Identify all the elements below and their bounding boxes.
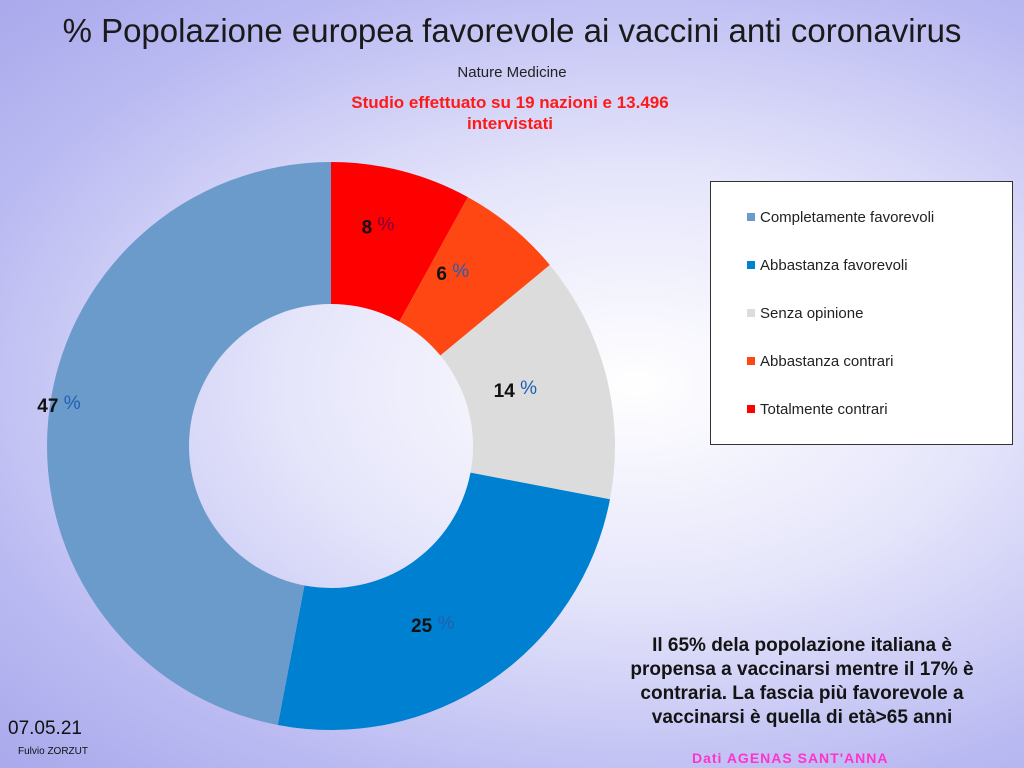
legend-item: Completamente favorevoli bbox=[747, 207, 934, 227]
legend-item: Abbastanza favorevoli bbox=[747, 255, 908, 275]
donut-slices bbox=[46, 161, 615, 731]
legend-label: Totalmente contrari bbox=[760, 400, 888, 418]
donut-data-label: 47 % bbox=[37, 393, 80, 417]
donut-data-label: 6 % bbox=[436, 261, 469, 285]
study-info-line: intervistati bbox=[467, 114, 553, 133]
legend-swatch bbox=[747, 213, 755, 221]
legend-swatch bbox=[747, 309, 755, 317]
study-info: Studio effettuato su 19 nazioni e 13.496… bbox=[260, 92, 760, 134]
legend-label: Senza opinione bbox=[760, 304, 864, 322]
legend-swatch bbox=[747, 261, 755, 269]
donut-slice bbox=[277, 472, 610, 731]
legend-swatch bbox=[747, 357, 755, 365]
legend-swatch bbox=[747, 405, 755, 413]
chart-title: % Popolazione europea favorevole ai vacc… bbox=[62, 12, 962, 49]
italy-note-line: vaccinarsi è quella di età>65 anni bbox=[651, 707, 953, 728]
italy-note: Il 65% dela popolazione italiana è prope… bbox=[582, 634, 1022, 730]
donut-slice bbox=[331, 162, 468, 322]
legend-label: Abbastanza contrari bbox=[760, 352, 894, 370]
donut-data-labels: 8 % 6 % 14 % 25 % 47 % bbox=[37, 215, 537, 637]
donut-slice bbox=[399, 197, 550, 356]
italy-note-line: contraria. La fascia più favorevole a bbox=[640, 683, 964, 704]
legend-item: Senza opinione bbox=[747, 303, 863, 323]
donut-data-label: 8 % bbox=[362, 215, 395, 239]
date-stamp: 07.05.21 bbox=[8, 718, 82, 739]
italy-note-line: Il 65% dela popolazione italiana è bbox=[652, 635, 952, 656]
italy-note-line: propensa a vaccinarsi mentre il 17% è bbox=[630, 659, 974, 680]
legend-item: Totalmente contrari bbox=[747, 399, 888, 419]
donut-data-label: 25 % bbox=[411, 613, 454, 637]
chart-subtitle: Nature Medicine bbox=[457, 64, 567, 81]
study-info-line: Studio effettuato su 19 nazioni e 13.496 bbox=[351, 93, 669, 112]
donut-slice bbox=[46, 161, 331, 725]
donut-data-label: 14 % bbox=[494, 378, 537, 402]
legend-label: Abbastanza favorevoli bbox=[760, 256, 908, 274]
chart-legend: Completamente favorevoli Abbastanza favo… bbox=[710, 181, 1013, 445]
data-source: Dati AGENAS SANT'ANNA bbox=[692, 750, 889, 766]
legend-item: Abbastanza contrari bbox=[747, 351, 893, 371]
donut-slice bbox=[440, 264, 615, 500]
author-credit: Fulvio ZORZUT bbox=[18, 746, 88, 757]
legend-label: Completamente favorevoli bbox=[760, 208, 935, 226]
